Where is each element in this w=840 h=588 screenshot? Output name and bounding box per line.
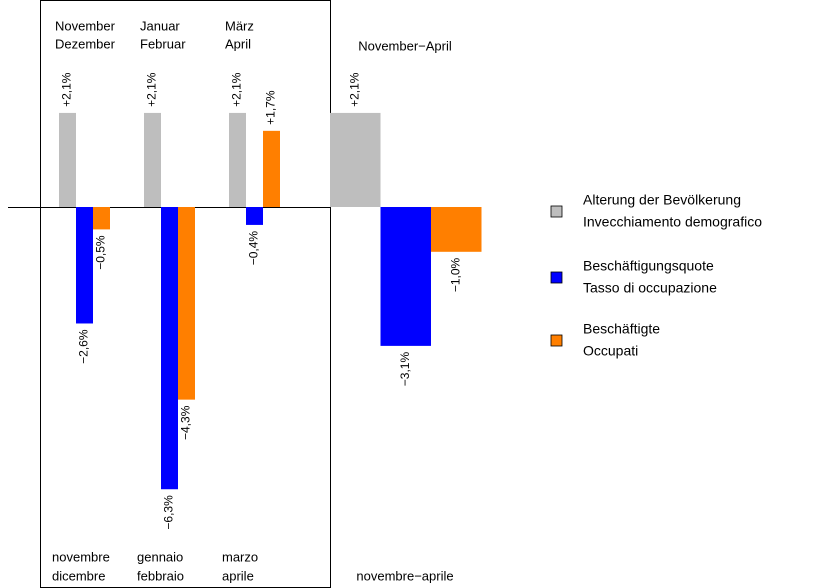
category-label-it: dicembre — [52, 568, 105, 583]
value-label: +1,7% — [264, 90, 278, 125]
category-label: Februar — [140, 36, 186, 51]
category-label: Dezember — [55, 36, 116, 51]
value-label: −3,1% — [398, 352, 412, 387]
category-label: April — [225, 36, 251, 51]
bar — [59, 112, 76, 207]
value-label: +2,1% — [230, 72, 244, 107]
category-label: November−April — [358, 38, 452, 53]
value-label: −4,3% — [179, 405, 193, 440]
category-label-it: novembre — [52, 549, 110, 564]
legend-swatch — [550, 271, 563, 284]
legend-label: Beschäftigungsquote — [583, 258, 714, 274]
value-label: +2,1% — [145, 72, 159, 107]
bar — [161, 207, 178, 490]
legend-label: Beschäftigte — [583, 321, 660, 337]
legend-label: Tasso di occupazione — [583, 280, 717, 296]
bar — [246, 207, 263, 225]
category-label-it: marzo — [222, 549, 258, 564]
bar — [330, 112, 381, 207]
value-label: +2,1% — [347, 72, 361, 107]
category-label: März — [225, 18, 254, 33]
value-label: +2,1% — [60, 72, 74, 107]
value-label: −2,6% — [77, 329, 91, 364]
bar — [263, 130, 280, 207]
value-label: −0,5% — [94, 235, 108, 270]
bar — [76, 207, 93, 324]
category-label-it: aprile — [222, 568, 254, 583]
bar — [380, 207, 431, 346]
bar — [229, 112, 246, 207]
bar — [93, 207, 110, 230]
bar — [144, 112, 161, 207]
bar — [178, 207, 195, 400]
legend-swatch — [550, 334, 563, 347]
legend-label: Alterung der Bevölkerung — [583, 192, 741, 208]
value-label: −6,3% — [162, 495, 176, 530]
category-label-it: novembre−aprile — [356, 568, 453, 583]
value-label: −0,4% — [247, 231, 261, 266]
category-label-it: gennaio — [137, 549, 183, 564]
category-label: Januar — [140, 18, 180, 33]
bar — [431, 207, 482, 252]
value-label: −1,0% — [448, 257, 462, 292]
category-label-it: febbraio — [137, 568, 184, 583]
legend-swatch — [550, 205, 563, 218]
category-label: November — [55, 18, 116, 33]
legend-label: Occupati — [583, 343, 638, 359]
legend-label: Invecchiamento demografico — [583, 214, 762, 230]
